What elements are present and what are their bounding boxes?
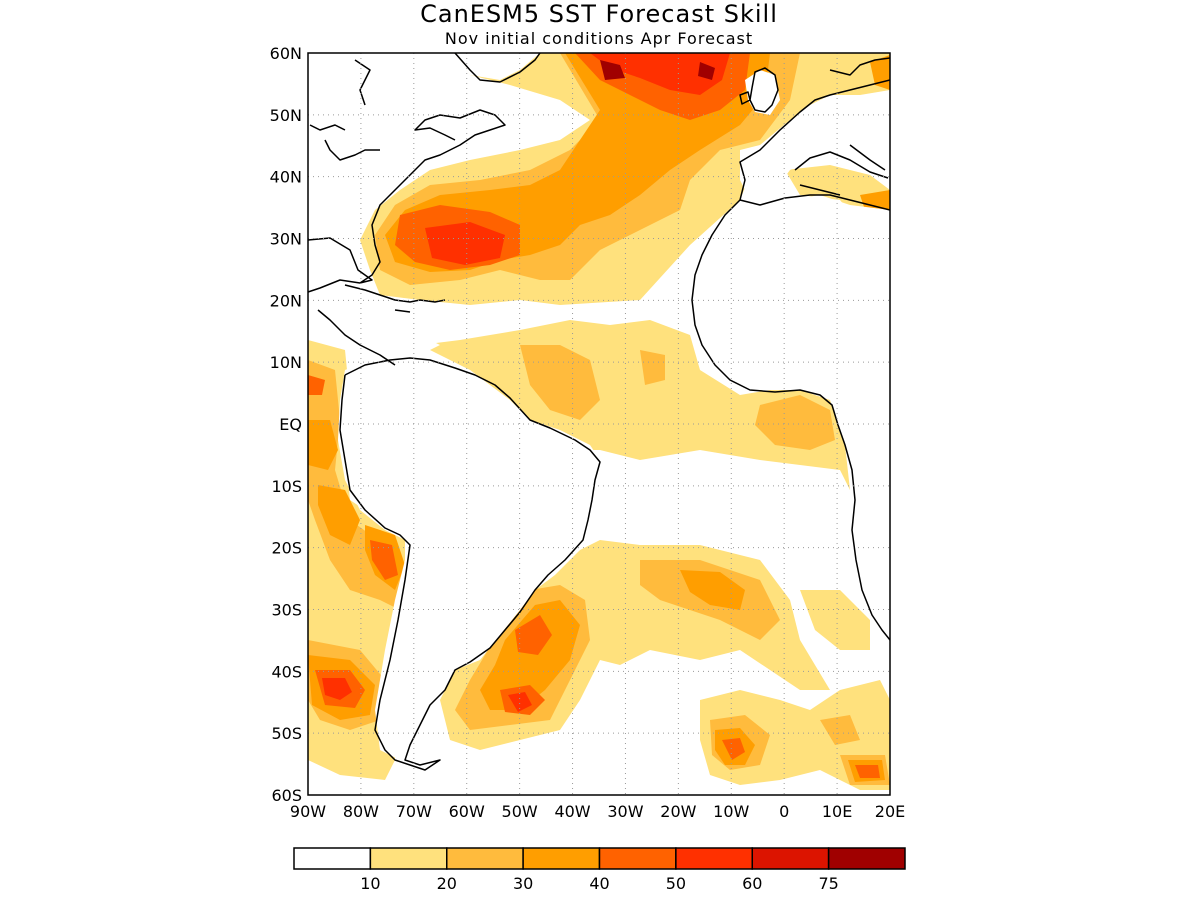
colorbar-label: 10 [360, 874, 380, 893]
x-tick-label: 40W [554, 802, 590, 821]
y-tick-label: 10S [271, 477, 302, 496]
coastlines [307, 52, 891, 771]
skill-region-southwest-l3 [480, 570, 745, 710]
x-tick-label: 20E [875, 802, 905, 821]
skill-region-tropical-l2 [520, 345, 835, 450]
coastline-south-america [339, 357, 601, 771]
y-tick-label: 50S [271, 724, 302, 743]
coastline-europe [739, 57, 891, 201]
x-tick-label: 10E [822, 802, 852, 821]
greenland-land [455, 53, 540, 80]
skill-region-pacific-l5 [322, 678, 352, 700]
map-area [307, 52, 891, 796]
colorbar-label: 50 [666, 874, 686, 893]
x-tick-label: 30W [607, 802, 643, 821]
coastline-africa [691, 194, 891, 641]
x-tick-label: 90W [290, 802, 326, 821]
europe-land [740, 90, 890, 200]
colorbar-label: 20 [437, 874, 457, 893]
x-tick-label: 80W [343, 802, 379, 821]
y-tick-label: 20S [271, 539, 302, 558]
x-tick-label: 20W [660, 802, 696, 821]
colorbar-swatch [446, 847, 524, 870]
map-frame [307, 52, 891, 796]
skill-region-southeast-l2 [710, 715, 890, 785]
colorbar: 10 20 30 40 50 60 75 [293, 847, 906, 893]
colorbar-label: 75 [818, 874, 838, 893]
y-tick-label: 60N [270, 44, 302, 63]
colorbar-swatch [751, 847, 830, 870]
colorbar-swatch [598, 847, 677, 870]
y-tick-label: 30S [271, 601, 302, 620]
y-tick-label: 60S [271, 786, 302, 805]
skill-region-southeast-l4 [722, 738, 880, 778]
land-masses [308, 53, 890, 760]
y-tick-label: EQ [279, 415, 302, 434]
colorbar-swatch [293, 847, 372, 870]
y-tick-label: 40S [271, 662, 302, 681]
skill-region-europe-l1 [785, 55, 890, 230]
figure-subtitle: Nov initial conditions Apr Forecast [445, 29, 753, 48]
coastline-north-america [307, 59, 506, 293]
x-tick-label: 50W [502, 802, 538, 821]
x-tick-label: 60W [449, 802, 485, 821]
south-america-land [338, 355, 600, 760]
y-tick-label: 20N [270, 291, 302, 310]
colorbar-label: 30 [513, 874, 533, 893]
x-tick-label: 10W [713, 802, 749, 821]
skill-region-pacific-l3 [308, 420, 405, 720]
central-america-land [308, 295, 440, 365]
y-tick-label: 50N [270, 106, 302, 125]
colorbar-swatch [522, 847, 601, 870]
skill-region-subpolar-l4 [395, 53, 750, 270]
skill-region-subpolar-l6 [600, 60, 715, 80]
skill-region-southwest-l4 [500, 615, 552, 715]
africa-land [690, 195, 890, 640]
figure-title: CanESM5 SST Forecast Skill [420, 0, 778, 28]
colorbar-swatch [369, 847, 448, 870]
graticule [308, 53, 890, 795]
coastline-greenland [454, 52, 541, 83]
y-tick-label: 10N [270, 353, 302, 372]
coastline-british-isles [739, 67, 779, 113]
map-axes: 90W 80W 70W 60W 50W 40W 30W 20W 10W 0 10E 20E 60N 50N… [270, 44, 906, 821]
skill-region-pacific-l4 [308, 375, 398, 708]
colorbar-swatch [827, 847, 906, 870]
north-america-land [308, 53, 505, 290]
colorbar-label: 40 [589, 874, 609, 893]
x-tick-label: 0 [779, 802, 789, 821]
colorbar-swatch [675, 847, 753, 870]
colorbar-label: 60 [742, 874, 762, 893]
coastline-caribbean [317, 284, 446, 366]
y-tick-label: 40N [270, 168, 302, 187]
skill-region-southwest-l5 [508, 692, 532, 712]
x-tick-label: 70W [396, 802, 432, 821]
y-tick-label: 30N [270, 230, 302, 249]
